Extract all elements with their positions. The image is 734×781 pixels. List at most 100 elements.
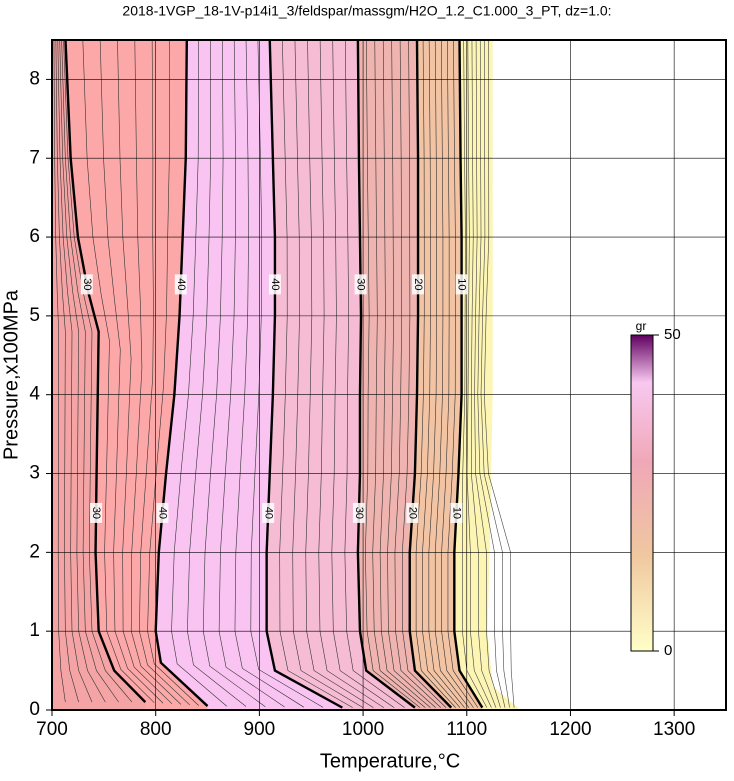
contour-line bbox=[154, 40, 209, 707]
y-tick-label: 7 bbox=[29, 147, 40, 168]
thin-contour bbox=[344, 40, 405, 708]
thin-contour bbox=[130, 40, 182, 705]
plot-frame bbox=[51, 39, 727, 711]
contour-label-bg bbox=[262, 502, 275, 523]
colorbar-tick-label: 0 bbox=[664, 642, 672, 659]
y-tick-label: 8 bbox=[29, 68, 40, 89]
contour-label: 30 bbox=[81, 278, 93, 290]
thin-contour bbox=[422, 40, 461, 708]
y-tick-label: 4 bbox=[29, 384, 40, 405]
thin-contour bbox=[462, 40, 488, 708]
contour-label-bg bbox=[80, 274, 93, 295]
contour-label-bg bbox=[450, 502, 463, 523]
thin-contour bbox=[318, 40, 384, 708]
thin-contour bbox=[147, 40, 199, 706]
x-tick-label: 900 bbox=[244, 719, 276, 740]
contour-label-bg bbox=[268, 274, 281, 295]
axes: 700 800 900 1000 1100 1200 1300 0 1 2 3 4 5 6 7 8 bbox=[29, 68, 695, 740]
thin-contour bbox=[218, 40, 285, 708]
thin-contour bbox=[61, 40, 119, 703]
thin-contour bbox=[441, 40, 474, 708]
thin-contour bbox=[305, 40, 374, 708]
contour-line bbox=[64, 40, 147, 703]
chart-title: 2018-1VGP_18-1V-p14i1_3/feldspar/massgm/… bbox=[122, 3, 611, 19]
thin-contour bbox=[63, 40, 133, 703]
contour-label-bg bbox=[412, 274, 425, 295]
y-tick-label: 2 bbox=[29, 541, 40, 562]
thin-contour bbox=[53, 40, 66, 703]
y-tick-label: 1 bbox=[29, 620, 40, 641]
contour-label-bg bbox=[352, 502, 365, 523]
thin-contour bbox=[483, 40, 515, 708]
y-axis-label: Pressure,x100MPa bbox=[0, 289, 22, 460]
thin-contour bbox=[117, 40, 173, 705]
thin-contour bbox=[331, 40, 395, 708]
thin-contour bbox=[364, 40, 421, 708]
thin-contour bbox=[55, 40, 79, 703]
contour-label: 20 bbox=[412, 278, 424, 290]
contour-label-bg bbox=[90, 502, 103, 523]
x-axis-label: Temperature,°C bbox=[320, 750, 460, 772]
contour-line bbox=[265, 40, 343, 709]
x-tick-label: 1100 bbox=[446, 719, 487, 740]
contour-label-bg bbox=[156, 502, 169, 523]
thin-contour bbox=[139, 40, 190, 706]
thin-contour bbox=[471, 40, 497, 708]
contour-line bbox=[453, 40, 484, 709]
thin-contour bbox=[466, 40, 492, 708]
contour-label: 20 bbox=[406, 507, 418, 519]
contour-label: 40 bbox=[262, 507, 274, 519]
thin-contour bbox=[292, 40, 364, 708]
contour-label: 30 bbox=[90, 507, 102, 519]
thin-contour bbox=[387, 40, 436, 708]
y-tick-label: 5 bbox=[29, 305, 40, 326]
fills bbox=[52, 40, 519, 710]
colorbar bbox=[630, 334, 654, 652]
thin-contour bbox=[187, 40, 247, 707]
thin-contour bbox=[234, 40, 304, 708]
thin-contour bbox=[82, 40, 155, 703]
y-tick-label: 0 bbox=[29, 699, 40, 720]
contours: 30 30 40 40 40 40 30 30 20 20 10 10 bbox=[64, 40, 484, 709]
thin-contour bbox=[474, 40, 501, 708]
thin-contour bbox=[250, 40, 324, 708]
contour-label: 40 bbox=[157, 507, 169, 519]
region bbox=[52, 40, 146, 710]
contour-label: 40 bbox=[269, 278, 281, 290]
thin-contour bbox=[379, 40, 431, 708]
contour-label: 30 bbox=[355, 278, 367, 290]
thin-contour bbox=[477, 40, 506, 708]
thin-contour bbox=[202, 40, 266, 707]
x-tick-label: 1000 bbox=[342, 719, 384, 740]
thin-contour bbox=[99, 40, 164, 704]
contour-label: 30 bbox=[353, 507, 365, 519]
thin-contour bbox=[428, 40, 465, 708]
contour-label-bg bbox=[174, 274, 187, 295]
contour-label-bg bbox=[406, 502, 419, 523]
thin-contour bbox=[434, 40, 470, 708]
thin-contour bbox=[279, 40, 353, 708]
contour-label: 40 bbox=[175, 278, 187, 290]
thin-contour bbox=[57, 40, 93, 703]
thin-contour bbox=[372, 40, 426, 708]
colorbar-tick-label: 50 bbox=[664, 326, 681, 343]
thin-contour bbox=[171, 40, 227, 707]
contour-label-bg bbox=[455, 274, 468, 295]
x-tick-label: 1300 bbox=[653, 719, 695, 740]
thin-contour bbox=[59, 40, 106, 703]
thin-contour bbox=[415, 40, 456, 708]
thin-contour bbox=[480, 40, 510, 708]
y-tick-label: 3 bbox=[29, 463, 40, 484]
contour-label: 10 bbox=[450, 507, 462, 519]
contour-label-bg bbox=[354, 274, 367, 295]
contour-line bbox=[356, 40, 416, 709]
x-tick-label: 800 bbox=[140, 719, 172, 740]
thin-contours bbox=[53, 40, 515, 708]
thin-contour bbox=[447, 40, 479, 708]
x-tick-label: 700 bbox=[36, 719, 68, 740]
colorbar-label: gr bbox=[636, 319, 647, 333]
thin-contour bbox=[402, 40, 447, 708]
contour-label: 10 bbox=[456, 278, 468, 290]
x-tick-label: 1200 bbox=[549, 719, 591, 740]
